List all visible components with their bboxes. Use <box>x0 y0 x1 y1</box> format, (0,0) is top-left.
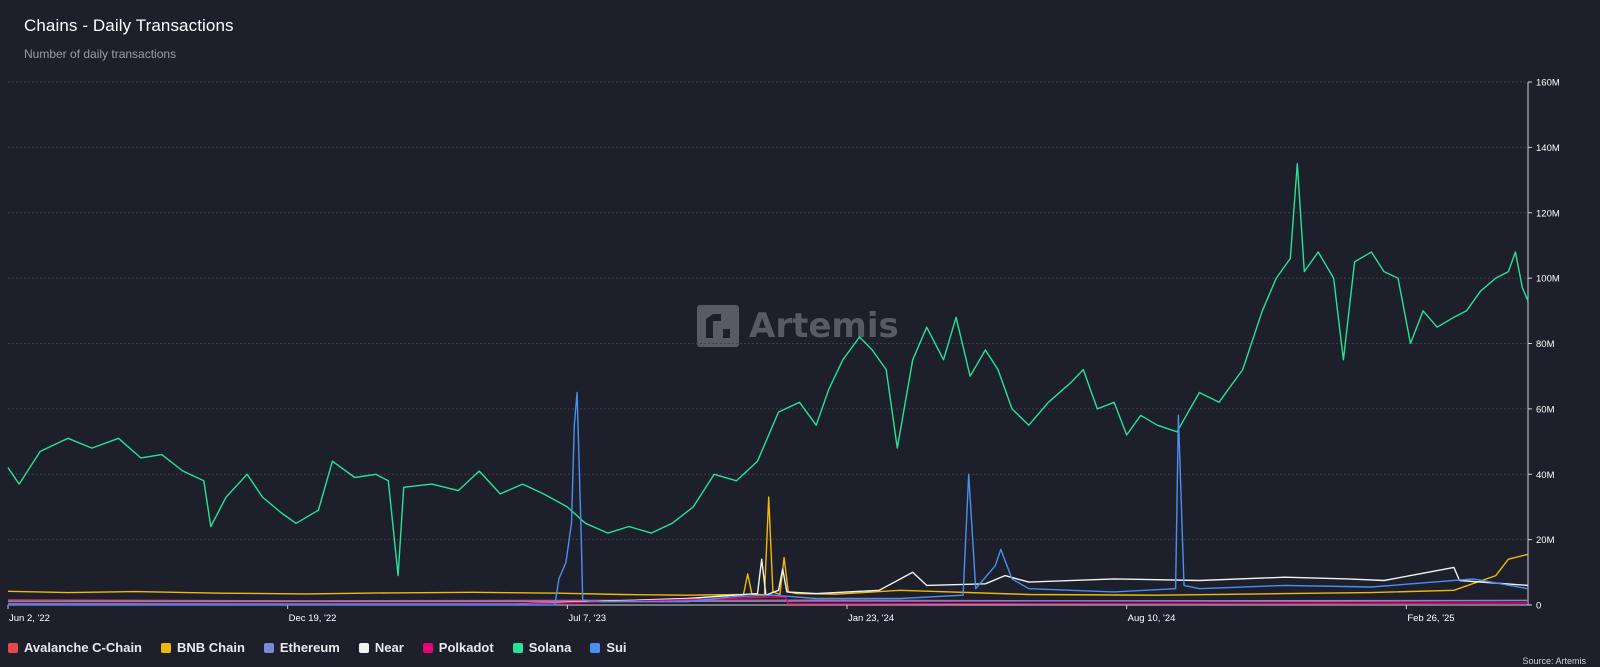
watermark-text: Artemis <box>749 306 899 346</box>
series-line-bnb-chain <box>7 496 1529 596</box>
y-tick-label: 160M <box>1536 78 1560 89</box>
legend-item[interactable]: Polkadot <box>422 640 494 655</box>
legend-swatch <box>512 642 523 653</box>
legend-swatch <box>263 642 274 653</box>
legend-label: Polkadot <box>438 640 494 655</box>
x-tick-label: Dec 19, '22 <box>289 613 337 624</box>
chart-subtitle: Number of daily transactions <box>24 47 177 61</box>
chart-legend: Avalanche C-Chain BNB Chain Ethereum Near Po… <box>8 640 646 655</box>
x-tick-label: Jan 23, '24 <box>848 613 894 624</box>
x-tick-label: Aug 10, '24 <box>1128 613 1176 624</box>
series-line-polkadot <box>7 596 1529 605</box>
legend-swatch <box>161 642 171 653</box>
x-tick-label: Jul 7, '23 <box>568 613 606 624</box>
legend-swatch <box>422 642 433 653</box>
y-tick-label: 120M <box>1536 208 1560 219</box>
y-tick-label: 100M <box>1536 274 1560 285</box>
legend-label: Near <box>374 640 404 655</box>
legend-label: Ethereum <box>279 640 340 655</box>
legend-item[interactable]: Avalanche C-Chain <box>8 640 142 655</box>
series-line-sui <box>8 391 1529 606</box>
legend-swatch <box>590 642 601 653</box>
source-note: Source: Artemis <box>1522 656 1586 666</box>
x-tick-label: Feb 26, '25 <box>1407 613 1454 624</box>
artemis-logo-icon <box>697 305 739 347</box>
watermark: Artemis <box>697 305 899 347</box>
legend-swatch <box>358 642 369 653</box>
y-tick-label: 0 <box>1536 601 1541 612</box>
y-tick-label: 20M <box>1536 535 1555 546</box>
series-line-solana <box>7 163 1529 577</box>
x-tick-label: Jun 2, '22 <box>9 613 50 624</box>
chart-title: Chains - Daily Transactions <box>24 16 234 35</box>
series-line-near <box>8 558 1529 605</box>
series-line-ethereum <box>8 599 1529 603</box>
legend-item[interactable]: Ethereum <box>263 640 340 655</box>
y-tick-label: 60M <box>1536 404 1555 415</box>
legend-item[interactable]: Near <box>358 640 404 655</box>
legend-label: Solana <box>528 640 572 655</box>
legend-item[interactable]: Sui <box>590 640 627 655</box>
legend-item[interactable]: BNB Chain <box>161 640 245 655</box>
y-tick-label: 140M <box>1536 143 1560 154</box>
legend-label: Avalanche C-Chain <box>24 640 142 655</box>
legend-label: BNB Chain <box>177 640 245 655</box>
legend-item[interactable]: Solana <box>512 640 572 655</box>
legend-label: Sui <box>606 640 627 655</box>
y-tick-label: 80M <box>1536 339 1555 350</box>
legend-swatch <box>8 642 18 653</box>
y-tick-label: 40M <box>1536 470 1555 481</box>
